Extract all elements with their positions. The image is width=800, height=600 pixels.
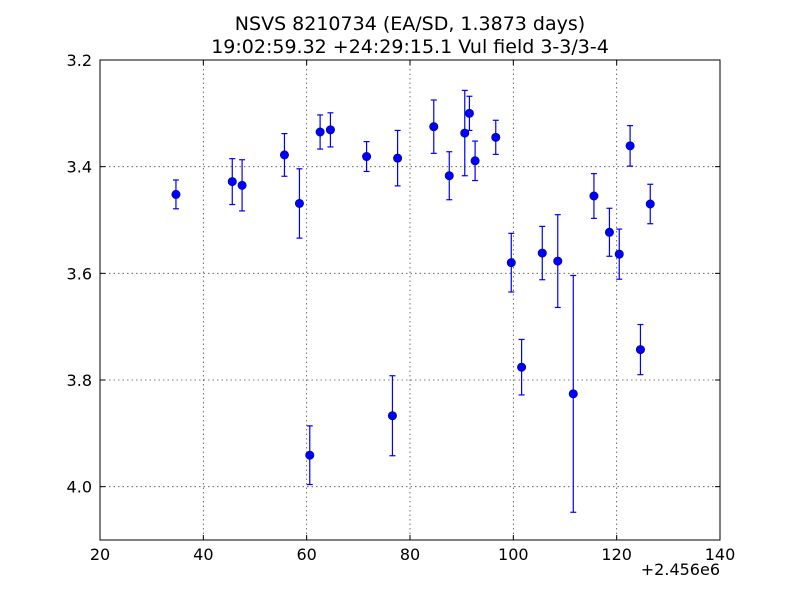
data-point (171, 189, 181, 199)
data-point (537, 248, 547, 258)
data-point-group (517, 338, 527, 396)
y-tick-label: 3.8 (67, 371, 92, 390)
x-axis-ticks: 20 40 60 80 100 120 140 (90, 60, 735, 564)
data-point-group (444, 151, 454, 201)
data-point-group (470, 140, 480, 182)
plot-frame (99, 59, 721, 541)
data-point (506, 258, 516, 268)
data-point (568, 389, 578, 399)
data-point (589, 191, 599, 201)
x-tick-label: 60 (296, 545, 316, 564)
data-point (470, 156, 480, 166)
data-point (227, 177, 237, 187)
data-point (635, 345, 645, 355)
data-point (464, 108, 474, 118)
data-point (315, 127, 325, 137)
x-tick-label: 100 (498, 545, 529, 564)
data-point (444, 171, 454, 181)
data-point (393, 153, 403, 163)
data-point-group (491, 119, 501, 155)
x-tick-label: 40 (193, 545, 213, 564)
chart-title-line2: 19:02:59.32 +24:29:15.1 Vul field 3-3/3-… (211, 36, 609, 58)
data-point (387, 411, 397, 421)
data-point-group (614, 228, 624, 280)
data-point (625, 141, 635, 151)
data-point-group (237, 159, 247, 212)
data-point-group (625, 124, 635, 167)
data-point-group (604, 207, 614, 257)
data-point-group (506, 232, 516, 293)
data-point-group (294, 168, 304, 239)
data-point (429, 122, 439, 132)
data-point-group (305, 425, 315, 486)
data-point-group (568, 274, 578, 513)
data-point-group (325, 112, 335, 148)
chart-title-line1: NSVS 8210734 (EA/SD, 1.3873 days) (235, 13, 585, 35)
data-point-group (362, 141, 372, 173)
data-points (171, 89, 655, 513)
y-tick-label: 3.4 (67, 158, 92, 177)
data-point-group (387, 375, 397, 457)
data-point (362, 152, 372, 162)
grid-lines (100, 60, 720, 540)
data-point-group (645, 183, 655, 225)
data-point (491, 132, 501, 142)
data-point-group (464, 95, 474, 131)
x-tick-label: 120 (601, 545, 632, 564)
data-point-group (171, 179, 181, 210)
data-point-group (429, 99, 439, 154)
data-point (604, 227, 614, 237)
y-tick-label: 3.6 (67, 264, 92, 283)
x-tick-label: 140 (705, 545, 736, 564)
data-point (325, 125, 335, 135)
y-tick-label: 4.0 (67, 478, 92, 497)
data-point (279, 150, 289, 160)
y-tick-label: 3.2 (67, 51, 92, 70)
data-point-group (315, 114, 325, 150)
data-point-group (537, 225, 547, 281)
data-point (553, 256, 563, 266)
y-axis-ticks: 3.2 3.4 3.6 3.8 4.0 (67, 51, 720, 497)
data-point (645, 199, 655, 209)
data-point (305, 450, 315, 460)
data-point-group (460, 89, 470, 177)
data-point (294, 198, 304, 208)
x-tick-label: 80 (400, 545, 420, 564)
data-point-group (279, 133, 289, 177)
data-point-group (553, 214, 563, 309)
x-tick-label: 20 (90, 545, 110, 564)
data-point (614, 249, 624, 259)
data-point-group (393, 129, 403, 187)
data-point (237, 180, 247, 190)
x-offset-label: +2.456e6 (641, 560, 720, 579)
data-point-group (227, 158, 237, 206)
data-point (517, 362, 527, 372)
data-point-group (589, 173, 599, 219)
data-point-group (635, 323, 645, 376)
